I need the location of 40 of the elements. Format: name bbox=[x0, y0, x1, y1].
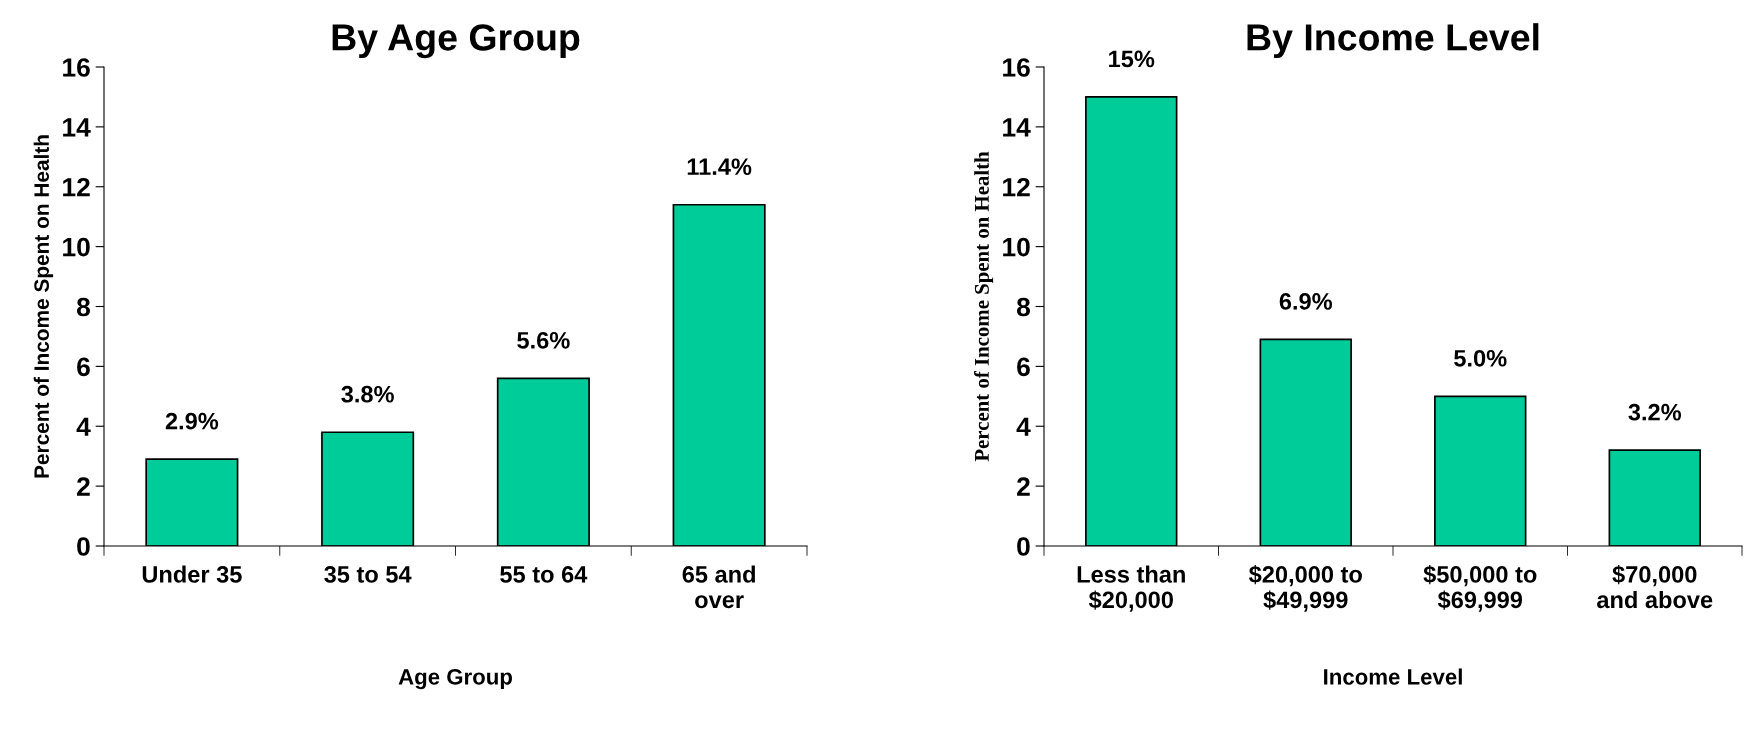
y-tick-label: 2 bbox=[1017, 477, 1030, 496]
x-tick-label: Less than $20,000 bbox=[1077, 565, 1185, 612]
y-tick-label: 0 bbox=[1017, 537, 1030, 556]
y-tick-label: 14 bbox=[63, 118, 91, 137]
y-tick-label: 10 bbox=[63, 237, 90, 257]
chart-title: By Age Group bbox=[332, 24, 580, 59]
y-tick-label: 16 bbox=[63, 58, 90, 77]
data-label: 3.8% bbox=[341, 385, 394, 403]
x-axis-title: Age Group bbox=[398, 668, 512, 690]
y-tick-label: 6 bbox=[1017, 357, 1030, 377]
y-tick-label: 8 bbox=[76, 297, 90, 317]
x-tick-label: $70,000 and above bbox=[1597, 565, 1713, 609]
y-tick-label: 2 bbox=[77, 477, 90, 496]
y-tick-label: 4 bbox=[1016, 417, 1031, 436]
x-tick-label: $50,000 to $69,999 bbox=[1423, 565, 1537, 612]
data-label: 15% bbox=[1109, 50, 1155, 68]
y-axis-title: Percent of Income Spent on Health bbox=[974, 151, 994, 462]
y-tick-label: 10 bbox=[1003, 237, 1030, 257]
data-label: 3.2% bbox=[1628, 403, 1682, 421]
data-label: 2.9% bbox=[165, 412, 219, 430]
y-tick-label: 0 bbox=[77, 537, 90, 556]
y-tick-label: 4 bbox=[76, 417, 91, 436]
data-label: 6.9% bbox=[1279, 293, 1333, 310]
y-tick-label: 16 bbox=[1003, 58, 1030, 77]
y-tick-label: 14 bbox=[1003, 118, 1031, 137]
y-tick-label: 12 bbox=[63, 177, 90, 197]
x-tick-label: $20,000 to $49,999 bbox=[1248, 565, 1362, 612]
chart-title: By Income Level bbox=[1247, 23, 1539, 59]
x-axis-title: Income Level bbox=[1324, 668, 1462, 685]
x-tick-label: 35 to 54 bbox=[324, 566, 412, 583]
y-tick-label: 8 bbox=[1016, 297, 1030, 317]
data-label: 5.6% bbox=[517, 331, 570, 349]
x-tick-label: 65 and over bbox=[682, 565, 755, 609]
x-tick-label: Under 35 bbox=[142, 565, 242, 583]
y-axis-title: Percent of Income Spent on Health bbox=[33, 135, 54, 478]
x-tick-label: 55 to 64 bbox=[500, 566, 588, 583]
data-label: 5.0% bbox=[1454, 349, 1507, 367]
y-tick-label: 6 bbox=[77, 357, 90, 377]
y-tick-label: 12 bbox=[1003, 177, 1030, 197]
data-label: 11.4% bbox=[687, 158, 752, 175]
